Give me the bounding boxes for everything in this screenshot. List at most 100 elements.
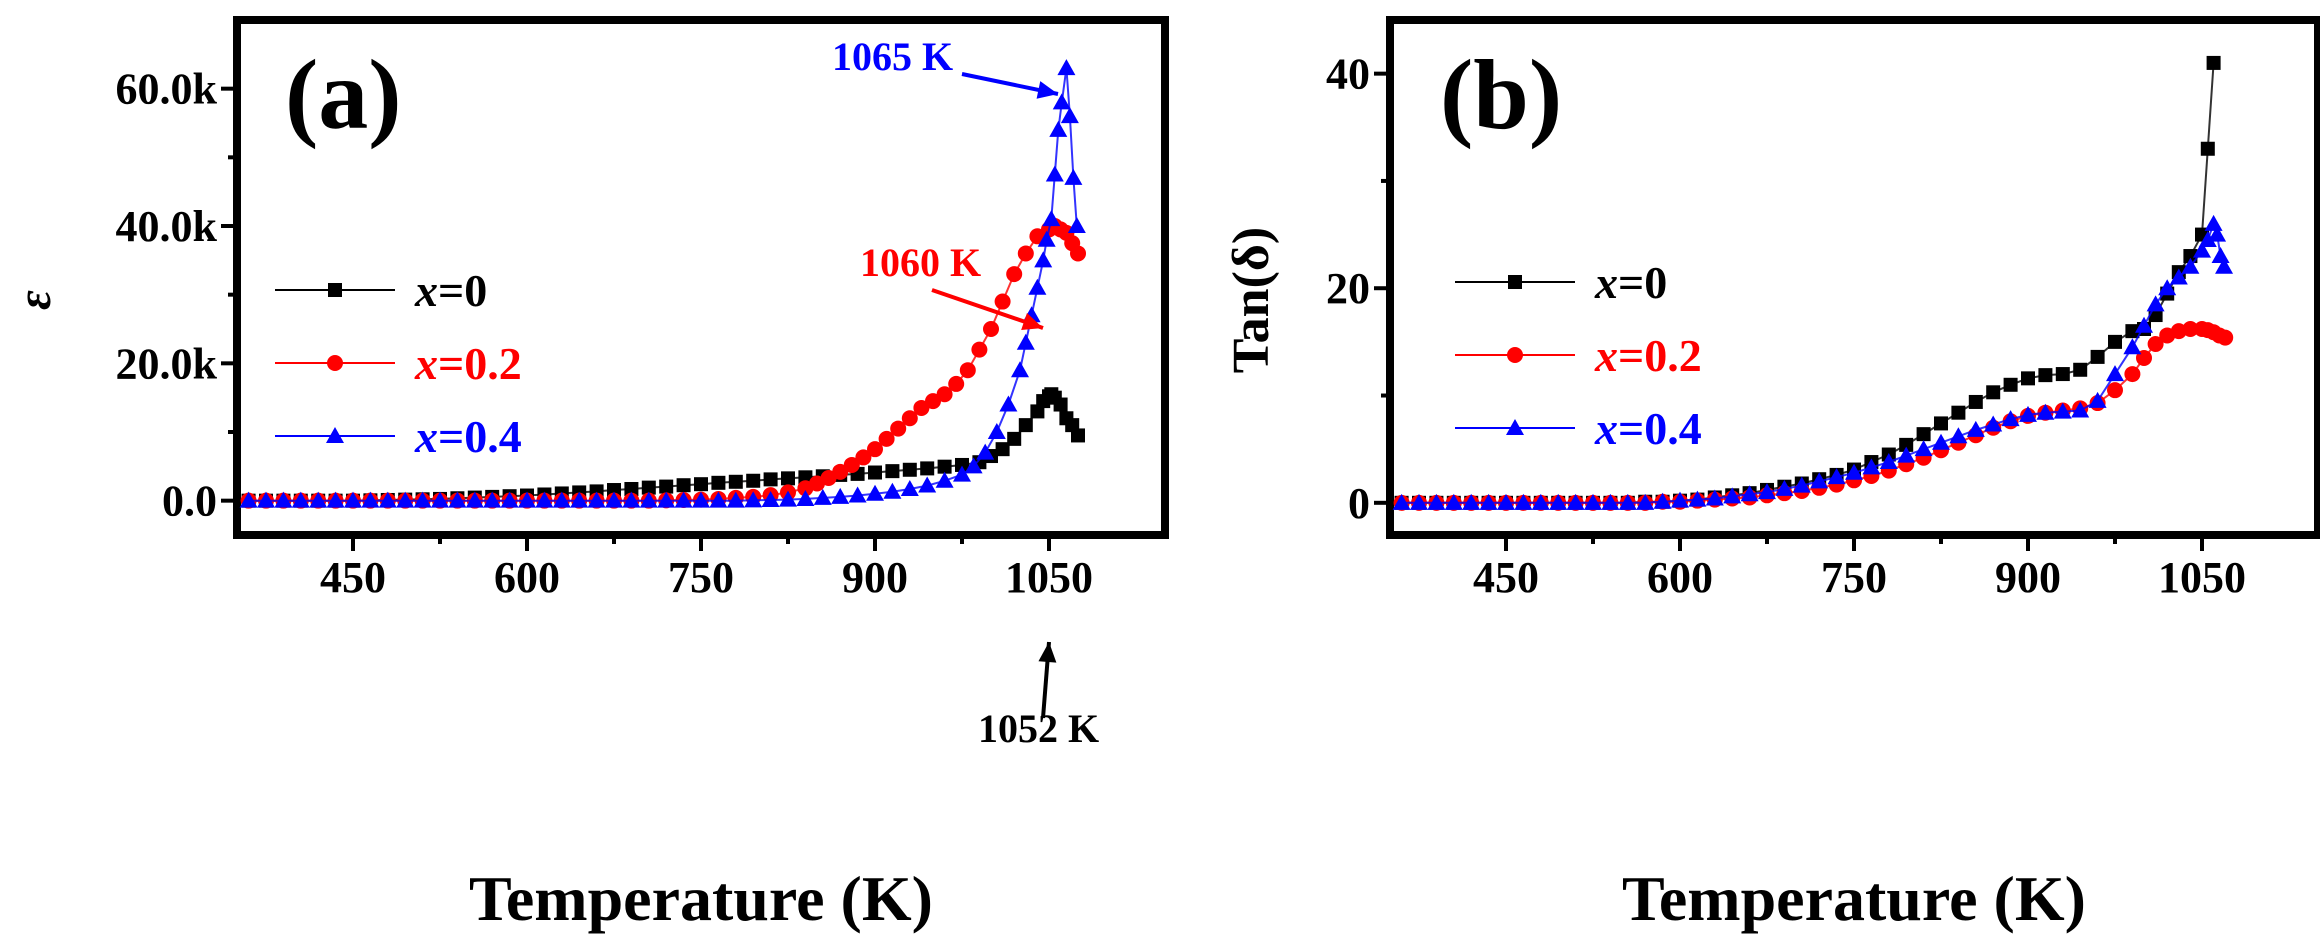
data-point [1006,266,1023,283]
data-point [959,362,976,379]
data-point [1462,493,1481,510]
annotation-arrowhead [1036,81,1058,99]
legend-label: x=0 [1594,257,1667,308]
data-point [587,491,606,508]
legend-label: x=0 [414,265,487,316]
legend-label: x=0.4 [414,411,522,462]
x-tick-label: 900 [842,553,908,602]
data-point [694,477,708,492]
data-point [361,491,380,508]
data-point [624,481,639,496]
legend-value: =0.4 [1618,403,1702,454]
data-point [2217,329,2234,346]
legend-var: x [1594,257,1618,308]
series-x-0_4 [239,59,1086,508]
data-point [1049,120,1068,137]
data-point [518,491,536,508]
data-point [1862,458,1881,475]
data-point [711,475,726,490]
data-point [937,459,952,474]
data-point [448,491,467,508]
data-point [1845,463,1863,480]
data-point [674,491,693,508]
legend-entry: x=0.4 [1455,403,1702,454]
data-point [2106,365,2124,382]
data-point [843,456,860,473]
data-point [920,461,935,476]
y-tick-label: 40 [1326,50,1370,99]
panel-a-dielectric-constant: 450 600 750 900 1050 0.0 20.0k 40.0k 60.0k Temper… [8,16,1169,934]
x-tick-label: 600 [494,553,560,602]
panel-b-loss-tangent: 450 600 750 900 1050 0 20 40 Temperature (K) Tan(… [1223,16,2320,934]
x-tick-label: 1050 [1005,553,1093,602]
legend-marker [1506,419,1524,435]
data-point [2146,295,2165,312]
data-point [885,464,900,479]
data-point [761,490,780,507]
data-point [2108,334,2122,349]
data-point [309,491,328,508]
data-point [1549,493,1568,510]
data-point [1899,437,1914,452]
data-point [2183,249,2198,264]
data-point [1932,433,1950,450]
data-point [1070,245,1086,262]
y-axis-title: Tan(δ) [1223,227,1280,373]
data-point [2211,247,2230,264]
data-point [692,491,710,508]
data-point [2124,366,2141,383]
annotation-text: 1052 K [978,706,1099,751]
data-point [902,462,917,477]
data-point [848,486,867,503]
x-tick-label: 1050 [2158,553,2246,602]
data-point [465,491,484,508]
data-point [1984,415,2003,432]
data-point [1042,210,1061,227]
data-point [1914,440,1933,457]
data-point [2204,214,2223,231]
legend-marker [327,355,343,371]
data-point [935,471,954,488]
data-point [779,490,797,507]
data-point [2215,257,2234,274]
data-point [781,471,795,486]
annotation-text: 1065 K [832,34,953,79]
data-point [994,293,1011,310]
data-point [964,457,983,474]
data-point [925,393,941,410]
data-point [2135,316,2153,333]
data-point [883,482,902,499]
legend-var: x [414,338,438,389]
data-point [2038,368,2053,383]
data-point [500,491,519,508]
y-tick-label: 0.0 [162,477,217,526]
annotation-arrowhead [1021,313,1043,331]
data-point [2021,371,2035,386]
x-tick-label: 750 [1821,553,1887,602]
panel-label: (a) [285,39,402,150]
data-point [483,491,502,508]
data-point [1410,493,1428,510]
legend-entry: x=0.4 [275,411,522,462]
legend-marker [1507,347,1523,363]
annotation-text: 1060 K [860,240,981,285]
data-point [2053,402,2072,419]
data-point [1444,493,1463,510]
data-point [2019,405,2037,422]
data-point [1007,431,1022,446]
data-point [2003,377,2018,392]
data-point [552,491,571,508]
data-point [1392,493,1411,510]
data-point [344,491,362,508]
data-point [2073,362,2088,377]
data-point [976,443,995,460]
data-point [999,395,1018,412]
data-point [913,399,930,416]
data-point [1071,428,1085,443]
data-point [274,491,293,508]
data-point [1028,278,1047,295]
peak-annotation: 1052 K [978,641,1099,751]
legend-value: =0.4 [438,411,522,462]
data-point [378,491,397,508]
x-tick-label: 450 [1473,553,1539,602]
